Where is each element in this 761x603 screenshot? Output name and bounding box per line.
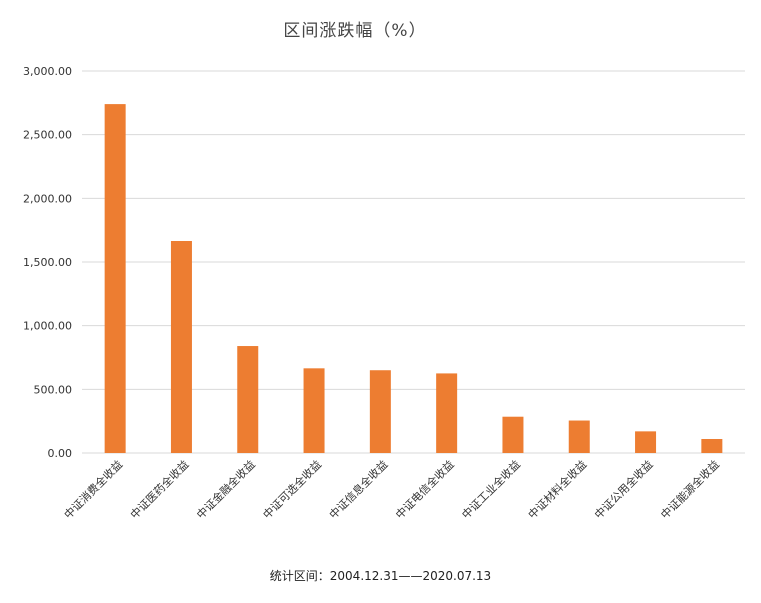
chart-title: 区间涨跌幅（%） [283, 21, 427, 41]
gridlines [82, 70, 745, 454]
bar [104, 104, 126, 454]
x-tick-label: 中证公用全收益 [591, 457, 655, 521]
bar [170, 240, 192, 453]
bar [303, 368, 325, 453]
bar [237, 346, 259, 453]
y-tick-label: 1,500.00 [23, 256, 72, 269]
x-tick-label: 中证工业全收益 [459, 457, 523, 521]
x-tick-label: 中证能源全收益 [658, 457, 722, 521]
y-tick-label: 3,000.00 [23, 65, 72, 78]
y-axis: 0.00 500.00 1,000.00 1,500.00 2,000.00 2,500.… [23, 65, 72, 460]
y-tick-label: 1,000.00 [23, 320, 72, 333]
x-tick-label: 中证可选全收益 [260, 457, 324, 521]
date-range-note: 统计区间：2004.12.31——2020.07.13 [269, 569, 492, 583]
y-tick-label: 500.00 [34, 383, 73, 396]
bar [568, 420, 590, 453]
bars [104, 104, 723, 454]
y-tick-label: 0.00 [48, 447, 73, 460]
bar [635, 431, 657, 453]
x-tick-label: 中证医药全收益 [127, 457, 191, 521]
x-axis: 中证消费全收益 中证医药全收益 中证金融全收益 中证可选全收益 中证信息全收益 中证电信全… [61, 457, 722, 521]
x-tick-label: 中证金融全收益 [194, 457, 258, 521]
x-tick-label: 中证材料全收益 [525, 457, 589, 521]
x-tick-label: 中证电信全收益 [392, 457, 456, 521]
y-tick-label: 2,500.00 [23, 129, 72, 142]
bar [502, 416, 524, 453]
bar [701, 438, 723, 453]
x-tick-label: 中证信息全收益 [326, 457, 390, 521]
y-tick-label: 2,000.00 [23, 192, 72, 205]
x-tick-label: 中证消费全收益 [61, 457, 125, 521]
bar [369, 370, 391, 453]
bar [436, 373, 458, 453]
